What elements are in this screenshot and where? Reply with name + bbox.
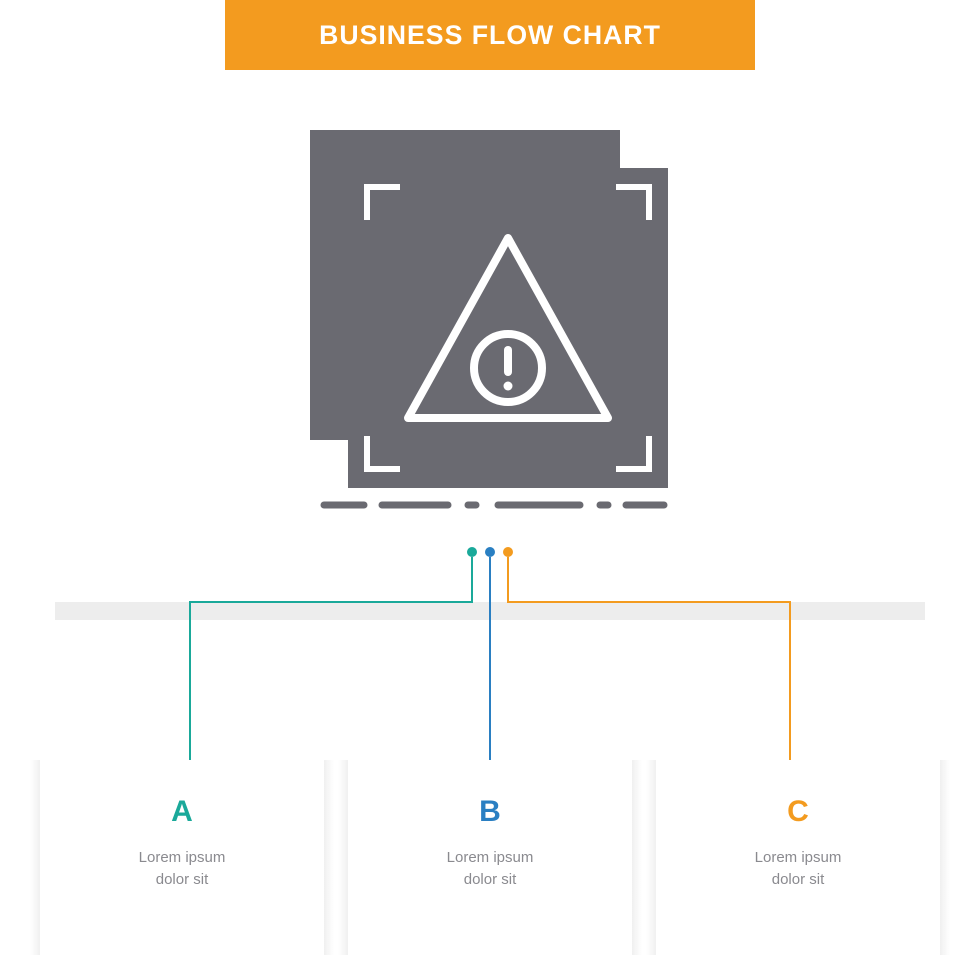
card-letter: A <box>70 795 294 829</box>
crop-corner-icon <box>616 184 652 220</box>
icon-front-square <box>348 168 668 488</box>
card-letter: B <box>378 795 602 829</box>
card-a: A Lorem ipsum dolor sit <box>40 760 324 955</box>
crop-corner-icon <box>364 436 400 472</box>
cards-row: A Lorem ipsum dolor sit B Lorem ipsum do… <box>40 760 940 955</box>
card-b: B Lorem ipsum dolor sit <box>348 760 632 955</box>
title-bar: BUSINESS FLOW CHART <box>225 0 755 70</box>
decorative-dashes-icon <box>320 498 668 512</box>
crop-corner-icon <box>616 436 652 472</box>
card-text: Lorem ipsum dolor sit <box>70 847 294 891</box>
infographic-canvas: BUSINESS FLOW CHART <box>0 0 980 980</box>
title-text: BUSINESS FLOW CHART <box>319 20 661 51</box>
card-text: Lorem ipsum dolor sit <box>378 847 602 891</box>
card-c: C Lorem ipsum dolor sit <box>656 760 940 955</box>
card-letter: C <box>686 795 910 829</box>
crop-corner-icon <box>364 184 400 220</box>
warning-icon-block <box>310 130 670 490</box>
warning-triangle-icon <box>398 228 618 428</box>
card-text: Lorem ipsum dolor sit <box>686 847 910 891</box>
